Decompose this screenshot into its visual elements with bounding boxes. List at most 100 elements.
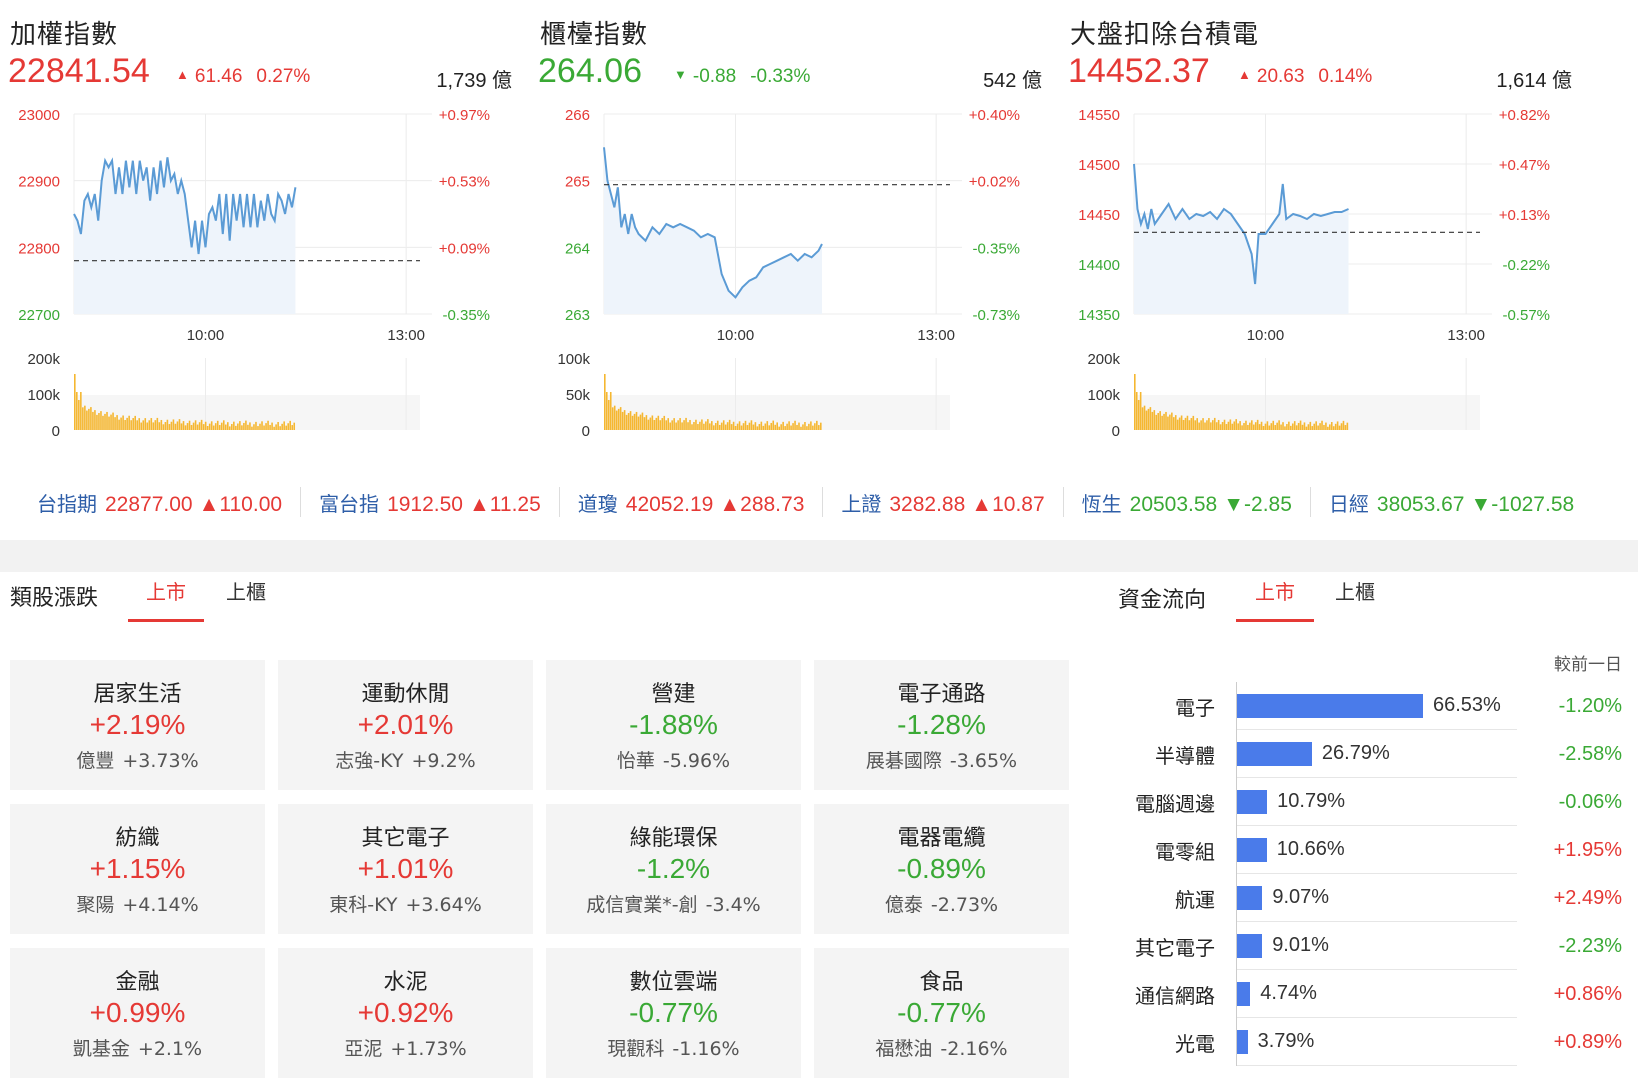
x-tick-label: 13:00: [387, 327, 425, 344]
pct-tick-label: +0.53%: [439, 174, 490, 191]
volume-bar: [752, 424, 755, 430]
sector-name: 電子通路: [897, 682, 986, 707]
tab-listed[interactable]: 上市: [128, 572, 204, 622]
ticker-item[interactable]: 道瓊 42052.19 ▲288.73: [569, 488, 814, 517]
sector-top-stock: 現觀科 -1.16%: [546, 1034, 801, 1061]
index-panel-otc[interactable]: 櫃檯指數 264.06 ▼ -0.88 -0.33% 542 億 266 +0.40%…: [530, 0, 1050, 470]
volume-bar: [1231, 423, 1234, 430]
sector-top-stock: 福懋油 -2.16%: [814, 1034, 1069, 1061]
volume-bar: [786, 423, 788, 430]
tab-flow-listed[interactable]: 上市: [1236, 572, 1314, 622]
volume-bar: [176, 421, 179, 430]
index-change-pct: 0.27%: [256, 66, 311, 87]
volume-bar: [1180, 415, 1183, 430]
sector-card[interactable]: 電器電纜 -0.89% 億泰 -2.73%: [814, 804, 1069, 934]
ticker-item[interactable]: 日經 38053.67 ▼-1027.58: [1320, 488, 1583, 517]
ticker-item[interactable]: 恆生 20503.58 ▼-2.85: [1073, 488, 1301, 517]
volume-bar: [625, 414, 628, 430]
sector-card[interactable]: 水泥 +0.92% 亞泥 +1.73%: [278, 948, 533, 1078]
price-line: [603, 147, 823, 299]
volume-bar: [80, 392, 82, 430]
sector-card[interactable]: 其它電子 +1.01% 東科-KY +3.64%: [278, 804, 533, 934]
volume-bar: [106, 411, 108, 430]
flow-row[interactable]: 電零組 10.66% +1.95%: [1120, 826, 1630, 874]
sector-card[interactable]: 居家生活 +2.19% 億豐 +3.73%: [10, 660, 265, 790]
stock-change: +1.73%: [390, 1038, 467, 1060]
volume-bar: [649, 417, 652, 430]
volume-bar: [707, 419, 709, 430]
ticker-name[interactable]: 日經: [1328, 491, 1369, 516]
flow-share: 3.79%: [1257, 1030, 1315, 1052]
volume-bar: [1174, 415, 1177, 430]
ticker-item[interactable]: 台指期 22877.00 ▲110.00: [28, 488, 291, 517]
sector-card[interactable]: 紡織 +1.15% 聚陽 +4.14%: [10, 804, 265, 934]
ticker-name[interactable]: 富台指: [319, 491, 380, 516]
volume-bar: [651, 415, 654, 430]
flow-share: 26.79%: [1321, 742, 1390, 764]
volume-bar: [172, 419, 175, 430]
flow-change: -2.58%: [1558, 742, 1622, 765]
sector-card[interactable]: 數位雲端 -0.77% 現觀科 -1.16%: [546, 948, 801, 1078]
tab-flow-otc[interactable]: 上櫃: [1335, 580, 1375, 604]
volume-tick-label: 0: [582, 423, 590, 440]
stock-change: -5.96%: [662, 750, 731, 772]
flow-row[interactable]: 通信網路 4.74% +0.86%: [1120, 970, 1630, 1018]
intraday-chart[interactable]: 14550 +0.82% 14500 +0.47% 14450 +0.13% 14400 -0…: [1060, 100, 1580, 440]
ticker-item[interactable]: 上證 3282.88 ▲10.87: [832, 488, 1053, 517]
flow-bar: [1237, 885, 1263, 910]
flow-row[interactable]: 其它電子 9.01% -2.23%: [1120, 922, 1630, 970]
flow-row[interactable]: 航運 9.07% +2.49%: [1120, 874, 1630, 922]
sector-card[interactable]: 金融 +0.99% 凱基金 +2.1%: [10, 948, 265, 1078]
volume-bar: [1155, 414, 1158, 430]
pct-tick-label: -0.35%: [442, 307, 490, 324]
x-tick-label: 10:00: [717, 327, 755, 344]
intraday-chart[interactable]: 266 +0.40% 265 +0.02% 264 -0.35% 263 -0.73% 10:0…: [530, 100, 1050, 440]
ticker-name[interactable]: 道瓊: [577, 491, 618, 516]
volume-bar: [263, 425, 265, 430]
tab-otc[interactable]: 上櫃: [226, 580, 266, 604]
y-tick-label: 22800: [18, 240, 60, 257]
index-name: 櫃檯指數: [540, 20, 649, 50]
volume-bar: [164, 422, 167, 430]
sector-card[interactable]: 運動休閒 +2.01% 志強-KY +9.2%: [278, 660, 533, 790]
volume-bar: [210, 421, 213, 430]
volume-bar: [208, 423, 211, 430]
volume-bar: [1284, 426, 1286, 430]
sector-change: +2.01%: [357, 709, 454, 740]
volume-bar: [261, 421, 263, 430]
volume-bar: [287, 423, 289, 430]
volume-bar: [88, 408, 90, 430]
flow-row[interactable]: 電腦週邊 10.79% -0.06%: [1120, 778, 1630, 826]
sector-card[interactable]: 電子通路 -1.28% 展碁國際 -3.65%: [814, 660, 1069, 790]
ticker-name[interactable]: 上證: [841, 491, 882, 516]
volume-bar: [1309, 421, 1312, 430]
volume-bar: [718, 424, 721, 430]
ticker-name[interactable]: 台指期: [37, 491, 97, 516]
volume-bar: [639, 414, 642, 430]
volume-bar: [667, 418, 670, 430]
sector-card[interactable]: 食品 -0.77% 福懋油 -2.16%: [814, 948, 1069, 1078]
ticker-name[interactable]: 恆生: [1081, 491, 1122, 516]
sector-card[interactable]: 營建 -1.88% 怡華 -5.96%: [546, 660, 801, 790]
sector-name: 紡織: [115, 826, 160, 851]
volume-bar: [631, 415, 634, 430]
volume-bar: [128, 415, 130, 430]
flow-row[interactable]: 電子 66.53% -1.20%: [1120, 682, 1630, 730]
index-change-value: 61.46: [194, 66, 243, 87]
volume-bar: [1157, 413, 1160, 430]
volume-bar: [693, 422, 695, 430]
index-panel-ex-tsmc[interactable]: 大盤扣除台積電 14452.37 ▲ 20.63 0.14% 1,614 億 145…: [1060, 0, 1580, 470]
index-panel-taiex[interactable]: 加權指數 22841.54 ▲ 61.46 0.27% 1,739 億 23000 +…: [0, 0, 520, 470]
volume-bar: [1239, 421, 1241, 430]
volume-bar: [609, 392, 612, 430]
ticker-item[interactable]: 富台指 1912.50 ▲11.25: [310, 488, 550, 517]
flow-row[interactable]: 半導體 26.79% -2.58%: [1120, 730, 1630, 778]
triangle-up-icon: ▲: [1238, 67, 1251, 82]
volume-bar: [142, 420, 145, 430]
volume-bar: [1202, 418, 1204, 430]
volume-bar: [1135, 392, 1138, 430]
stock-change: -1.16%: [672, 1038, 740, 1060]
sector-card[interactable]: 綠能環保 -1.2% 成信實業*-創 -3.4%: [546, 804, 801, 934]
flow-row[interactable]: 光電 3.79% +0.89%: [1120, 1018, 1630, 1066]
intraday-chart[interactable]: 23000 +0.97% 22900 +0.53% 22800 +0.09% 22700 -0…: [0, 100, 520, 440]
